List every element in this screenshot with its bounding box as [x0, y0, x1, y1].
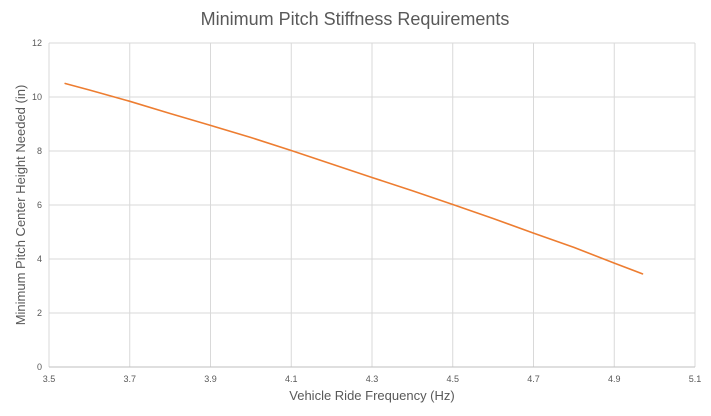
x-tick-label: 4.9 [608, 374, 621, 384]
series-line [64, 82, 644, 275]
chart-title: Minimum Pitch Stiffness Requirements [201, 9, 510, 29]
y-tick-label: 2 [37, 308, 42, 318]
x-tick-label: 3.9 [204, 374, 217, 384]
y-tick-label: 10 [32, 92, 42, 102]
series-layer [64, 82, 644, 275]
y-tick-label: 0 [37, 362, 42, 372]
y-tick-label: 6 [37, 200, 42, 210]
x-axis-label: Vehicle Ride Frequency (Hz) [289, 388, 454, 403]
x-tick-label: 4.3 [366, 374, 379, 384]
grid-lines [48, 42, 696, 368]
x-tick-label: 3.7 [123, 374, 136, 384]
x-tick-label: 3.5 [43, 374, 56, 384]
x-tick-label: 4.1 [285, 374, 298, 384]
x-tick-label: 4.5 [446, 374, 459, 384]
tick-labels: 3.5 3.7 3.9 4.1 4.3 4.5 4.7 4.9 5.1 0 2 4 6 8 10 12 [32, 38, 701, 384]
y-tick-label: 8 [37, 146, 42, 156]
y-tick-label: 4 [37, 254, 42, 264]
y-axis-label: Minimum Pitch Center Height Needed (in) [13, 85, 28, 326]
x-tick-label: 4.7 [527, 374, 540, 384]
x-tick-label: 5.1 [689, 374, 702, 384]
y-tick-label: 12 [32, 38, 42, 48]
